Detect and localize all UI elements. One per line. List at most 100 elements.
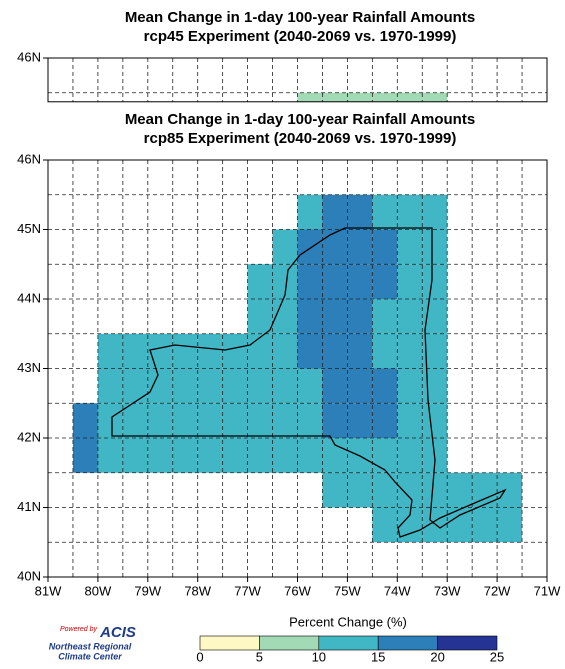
grid-cell (372, 368, 398, 404)
grid-cell (347, 299, 373, 334)
grid-cell (222, 403, 248, 438)
grid-cell (197, 368, 223, 404)
grid-cell (372, 92, 398, 102)
grid-cell (297, 333, 323, 369)
grid-cell (247, 264, 273, 299)
map-title: Mean Change in 1-day 100-year Rainfall A… (125, 9, 475, 26)
map-subtitle: rcp85 Experiment (2040-2069 vs. 1970-199… (144, 130, 457, 147)
grid-cell (347, 403, 373, 438)
grid-cell (397, 472, 423, 508)
grid-cell (322, 264, 348, 299)
grid-cell (247, 403, 273, 438)
grid-cell (97, 403, 123, 438)
grid-cell (372, 264, 398, 299)
x-tick-label: 72W (484, 583, 511, 598)
grid-cell (372, 403, 398, 438)
map-title: Mean Change in 1-day 100-year Rainfall A… (125, 111, 475, 128)
grid-cell (397, 438, 423, 473)
grid-cell (272, 438, 298, 473)
x-tick-label: 76W (284, 583, 311, 598)
grid-cell (222, 368, 248, 404)
grid-cell (497, 507, 523, 543)
grid-cell (397, 194, 423, 230)
grid-cell (422, 299, 448, 334)
colorbar-tick-label: 10 (312, 649, 326, 664)
grid-cell (322, 438, 348, 473)
grid-cell (272, 299, 298, 334)
grid-cell (422, 403, 448, 438)
logo-text: Climate Center (58, 651, 122, 661)
grid-cell (372, 472, 398, 508)
grid-cell (322, 472, 348, 508)
grid-cell (297, 438, 323, 473)
map-panel (48, 160, 547, 577)
grid-cell (397, 368, 423, 404)
grid-cell (322, 403, 348, 438)
colorbar-tick-label: 15 (371, 649, 385, 664)
grid-cell (422, 92, 448, 102)
y-tick-label: 45N (17, 221, 41, 236)
grid-cell (97, 333, 123, 369)
grid-cell (72, 403, 98, 438)
grid-cell (347, 229, 373, 265)
grid-cell (472, 507, 498, 543)
y-tick-label: 40N (17, 568, 41, 583)
grid-cell (172, 403, 198, 438)
y-tick-label: 46N (17, 49, 41, 64)
colorbar-swatch (377, 635, 438, 651)
grid-cell (347, 368, 373, 404)
grid-cell (297, 368, 323, 404)
grid-cell (422, 229, 448, 265)
y-tick-label: 44N (17, 290, 41, 305)
logo-text: Powered by (60, 626, 97, 633)
grid-cell (322, 299, 348, 334)
grid-cell (272, 333, 298, 369)
grid-cell (222, 438, 248, 473)
grid-cell (197, 438, 223, 473)
grid-cell (147, 333, 173, 369)
grid-cell (422, 507, 448, 543)
grid-cell (497, 472, 523, 508)
grid-cell (147, 368, 173, 404)
logo-text: ACIS (99, 624, 136, 641)
x-tick-label: 73W (434, 583, 461, 598)
grid-cell (122, 438, 148, 473)
grid-cell (297, 264, 323, 299)
grid-cell (347, 92, 373, 102)
grid-cell (147, 403, 173, 438)
colorbar-title: Percent Change (%) (289, 614, 407, 629)
grid-cell (397, 229, 423, 265)
logo: Powered by ACIS Northeast Regional Clima… (49, 624, 136, 661)
map-panel (48, 58, 547, 102)
grid-cell (197, 333, 223, 369)
grid-cell (97, 368, 123, 404)
grid-cell (272, 403, 298, 438)
grid-cell (347, 194, 373, 230)
grid-cell (397, 403, 423, 438)
grid-cell (322, 92, 348, 102)
colorbar-tick-label: 0 (196, 649, 203, 664)
grid-cell (247, 368, 273, 404)
grid-cell (247, 333, 273, 369)
logo-text: Northeast Regional (49, 641, 132, 651)
grid-cell (172, 438, 198, 473)
colorbar-swatch (437, 635, 498, 651)
map-subtitle: rcp45 Experiment (2040-2069 vs. 1970-199… (144, 28, 457, 45)
grid-cell (322, 333, 348, 369)
grid-cell (372, 333, 398, 369)
grid-cell (447, 472, 473, 508)
grid-cell (272, 368, 298, 404)
x-tick-label: 74W (384, 583, 411, 598)
grid-cell (197, 403, 223, 438)
x-tick-label: 79W (134, 583, 161, 598)
colorbar-tick-label: 25 (490, 649, 504, 664)
grid-cell (297, 299, 323, 334)
grid-cell (397, 92, 423, 102)
grid-cell (297, 229, 323, 265)
grid-cell (422, 368, 448, 404)
grid-cell (147, 438, 173, 473)
grid-cell (72, 438, 98, 473)
grid-cell (372, 438, 398, 473)
grid-cell (397, 333, 423, 369)
